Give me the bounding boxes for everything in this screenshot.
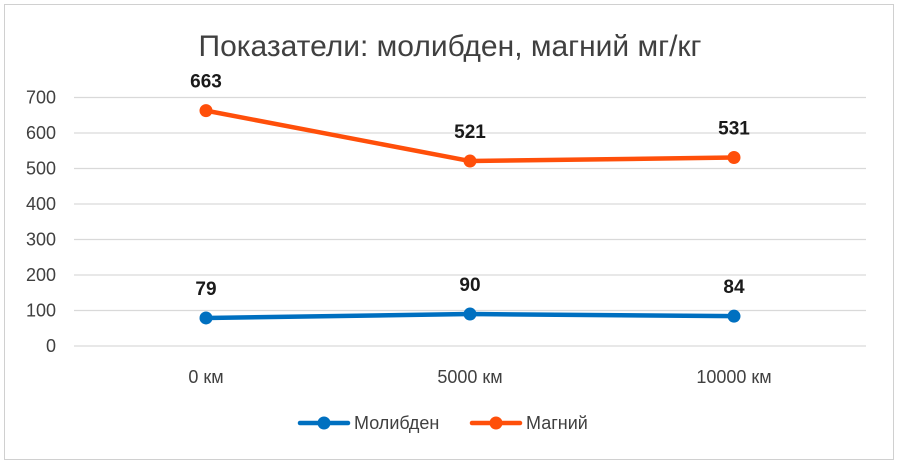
data-label: 84	[723, 277, 745, 298]
y-tick-label: 500	[26, 159, 56, 179]
legend-marker	[317, 416, 331, 430]
x-tick-label: 10000 км	[696, 367, 771, 387]
legend-item[interactable]: Молибден	[297, 413, 439, 433]
data-labels: 79 90 84 663 521 531	[190, 72, 750, 300]
x-tick-label: 5000 км	[437, 367, 502, 387]
data-point	[199, 311, 213, 325]
legend[interactable]: Молибден Магний	[297, 413, 588, 433]
data-point	[463, 154, 477, 168]
y-tick-label: 0	[46, 336, 56, 356]
y-tick-label: 700	[26, 88, 56, 108]
y-axis-ticks: 0 100 200 300 400 500 600 700	[26, 88, 56, 357]
y-tick-label: 400	[26, 194, 56, 214]
data-point	[463, 307, 477, 321]
data-label: 90	[459, 275, 480, 296]
data-label: 531	[718, 118, 750, 139]
data-point	[727, 150, 741, 164]
chart-frame	[4, 4, 894, 460]
chart-title: Показатели: молибден, магний мг/кг	[199, 30, 702, 63]
data-label: 79	[195, 279, 216, 300]
data-label: 663	[190, 72, 222, 93]
x-axis-ticks: 0 км 5000 км 10000 км	[188, 367, 771, 387]
x-tick-label: 0 км	[188, 367, 223, 387]
data-label: 521	[454, 122, 486, 143]
y-tick-label: 100	[26, 301, 56, 321]
data-point	[727, 309, 741, 323]
data-point	[199, 104, 213, 118]
y-tick-label: 200	[26, 265, 56, 285]
legend-label: Магний	[526, 413, 588, 433]
legend-item[interactable]: Магний	[469, 413, 588, 433]
y-tick-label: 600	[26, 123, 56, 143]
legend-label: Молибден	[354, 413, 439, 433]
series	[199, 104, 741, 325]
y-tick-label: 300	[26, 230, 56, 250]
legend-marker	[489, 416, 503, 430]
